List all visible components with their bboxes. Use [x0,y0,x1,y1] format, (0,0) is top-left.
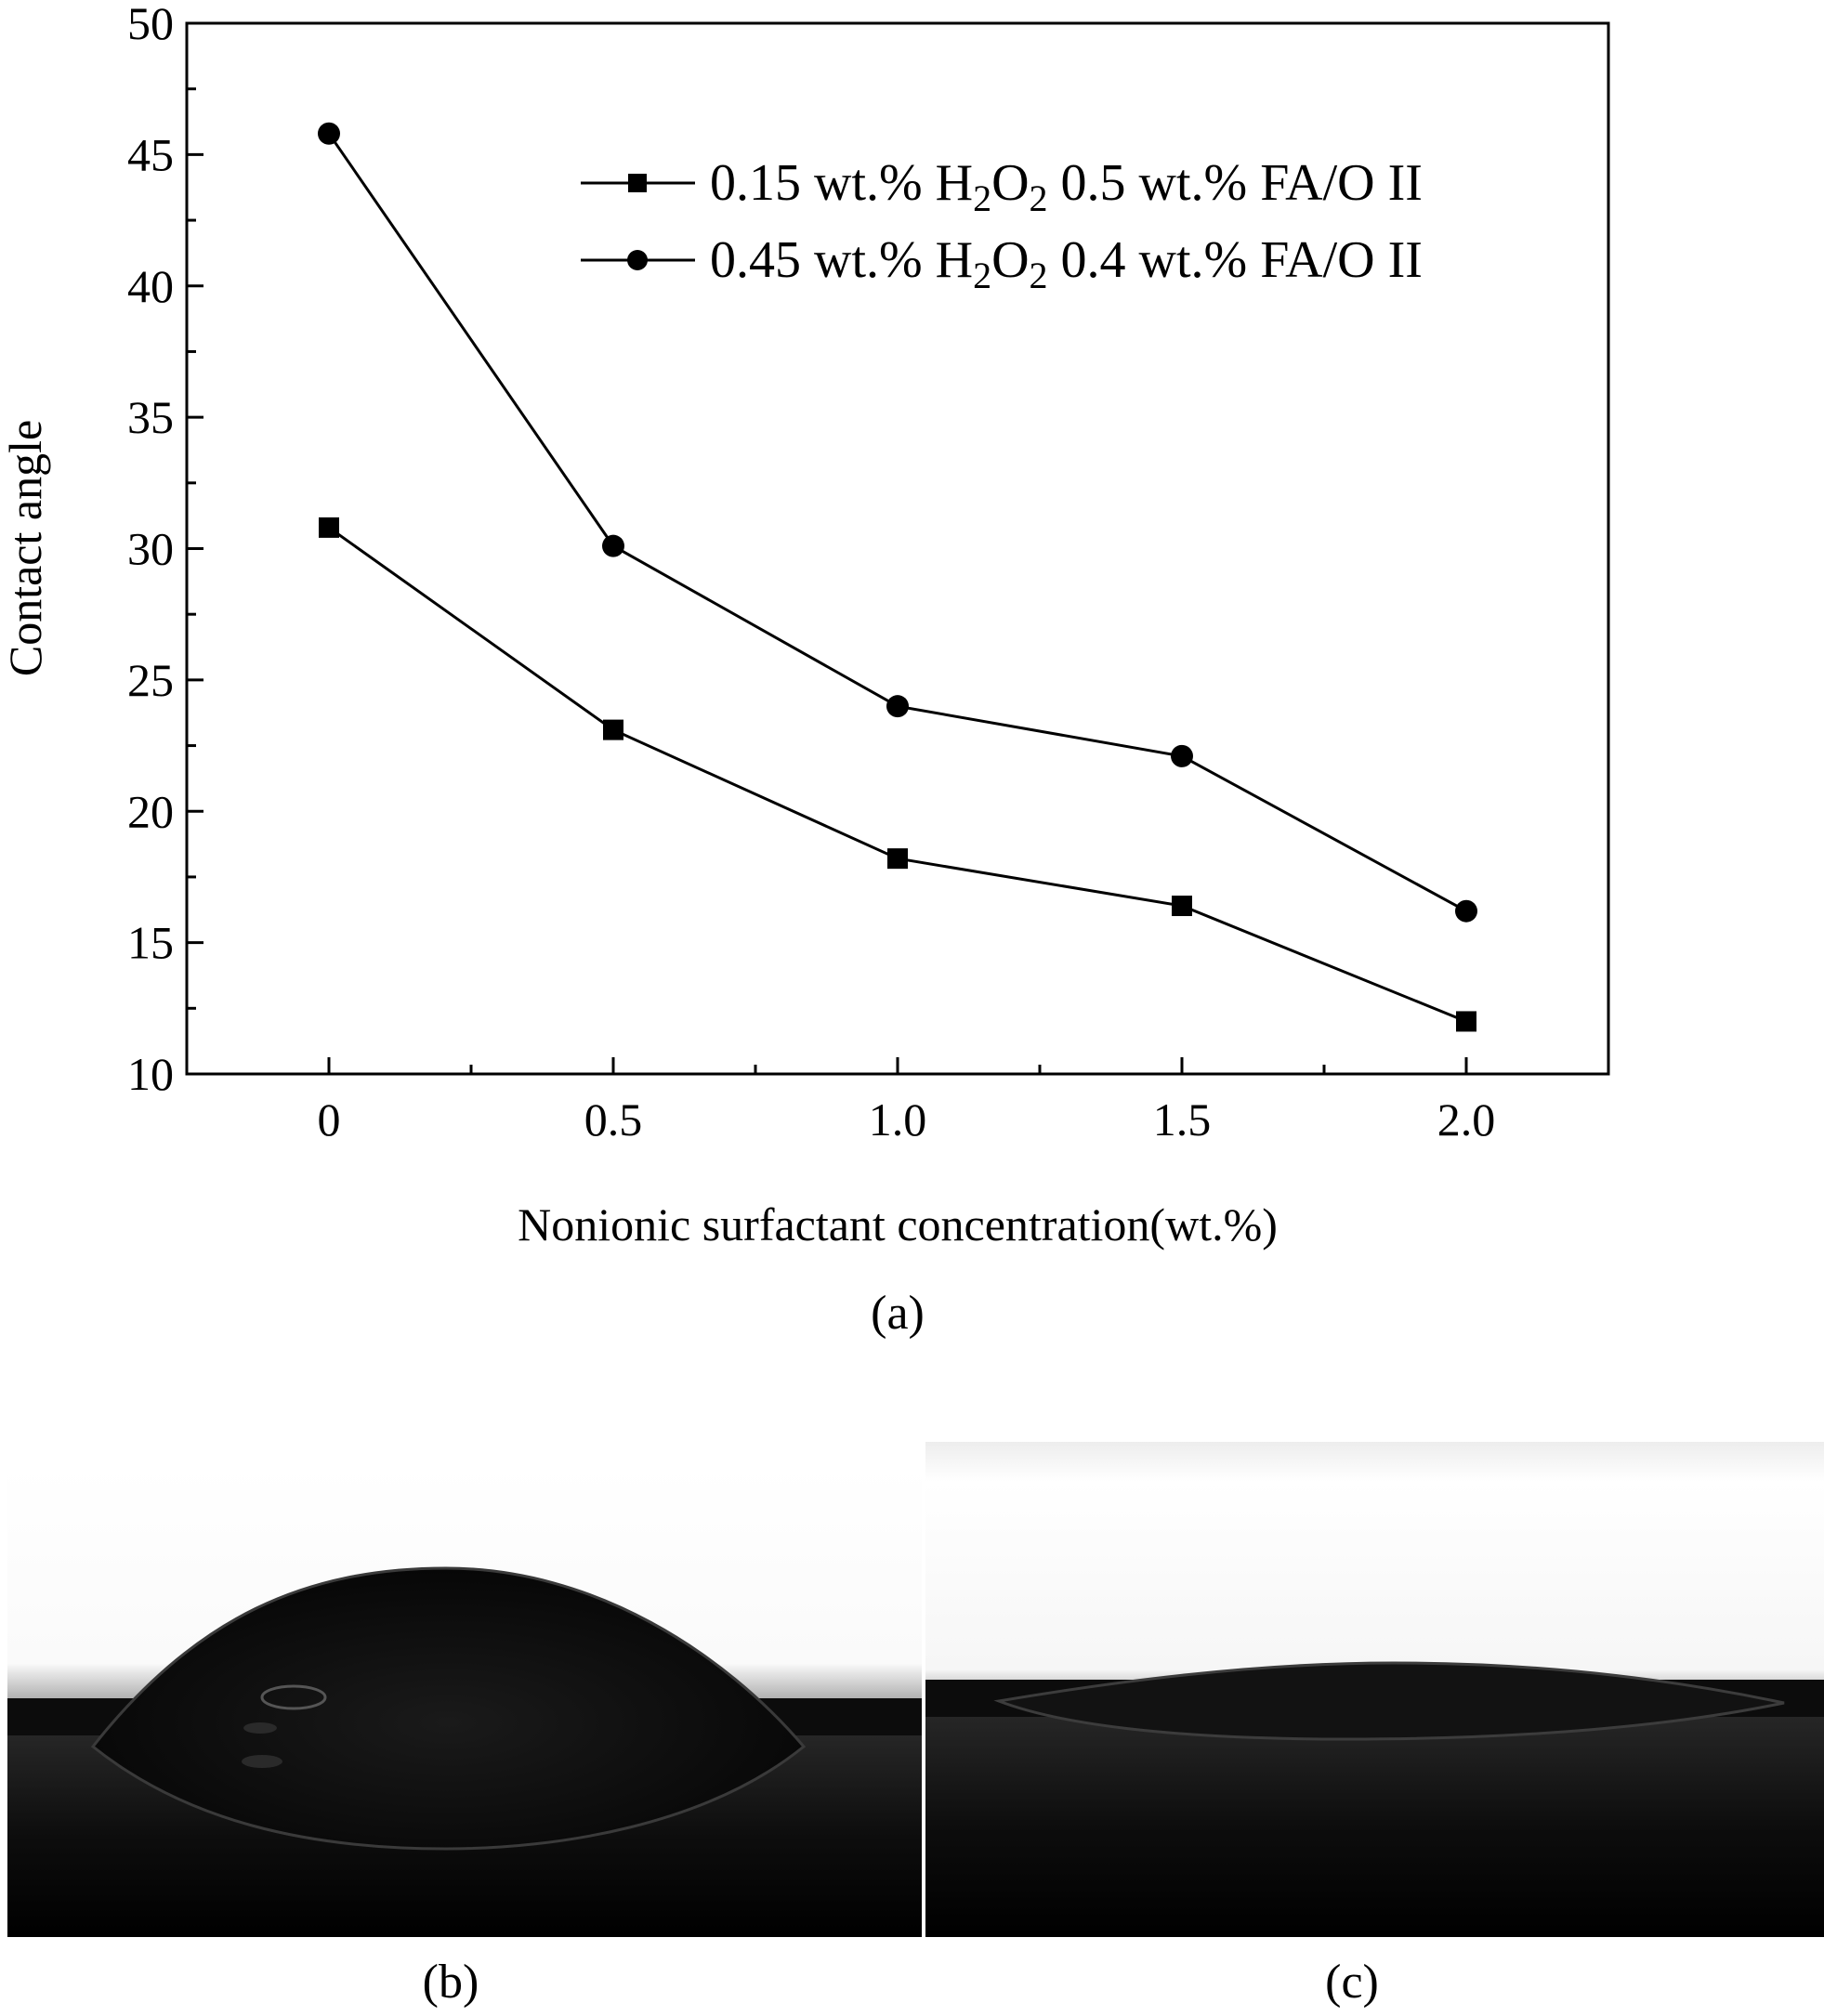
droplet-photo-c [925,1442,1824,1937]
x-tick-label: 1.5 [1153,1093,1212,1145]
data-point-circle [318,123,340,145]
legend-entry-1: 0.15 wt.% H2O2 0.5 wt.% FA/O II [581,154,1423,219]
data-point-square [1172,896,1192,916]
y-axis-label: Contact angle [0,420,51,676]
data-point-circle [602,535,624,557]
panel-label-a: (a) [871,1287,925,1340]
panel-label-c: (c) [1325,1956,1379,2009]
y-tick-label: 30 [127,523,174,575]
x-tick-label: 2.0 [1437,1093,1496,1145]
x-axis-label: Nonionic surfactant concentration(wt.%) [518,1198,1278,1250]
x-tick-label: 1.0 [869,1093,927,1145]
panel-label-b: (b) [423,1956,479,2009]
y-tick-label: 25 [127,654,174,706]
legend-entry-2: 0.45 wt.% H2O2 0.4 wt.% FA/O II [581,231,1423,296]
legend-circle-marker [627,250,648,270]
data-point-square [319,517,339,538]
legend-square-marker [628,174,647,192]
x-tick-label: 0.5 [584,1093,643,1145]
series-line-1 [329,528,1466,1022]
y-tick-label: 15 [127,917,174,969]
legend-label-2: 0.45 wt.% H2O2 0.4 wt.% FA/O II [710,231,1423,296]
y-tick-label: 10 [127,1048,174,1100]
x-tick-label: 0 [318,1093,341,1145]
y-tick-label: 40 [127,260,174,312]
data-point-circle [1171,745,1193,767]
legend-label-1: 0.15 wt.% H2O2 0.5 wt.% FA/O II [710,154,1423,219]
y-tick-label: 45 [127,128,174,180]
data-point-square [603,720,623,740]
data-point-square [1456,1011,1476,1031]
droplet-photo-b [7,1465,922,1937]
y-tick-label: 20 [127,785,174,837]
data-point-square [887,848,908,869]
legend: 0.15 wt.% H2O2 0.5 wt.% FA/O II 0.45 wt.… [581,154,1423,296]
data-point-circle [886,695,909,717]
y-tick-label: 35 [127,391,174,443]
data-point-circle [1455,900,1477,923]
y-tick-label: 50 [127,0,174,49]
